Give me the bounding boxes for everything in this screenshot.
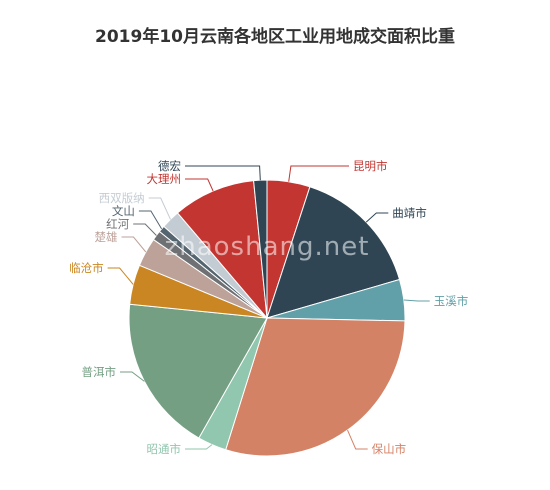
watermark-text: zhaoshang.net	[165, 232, 370, 262]
leader-line-12	[185, 178, 214, 192]
slice-label-5: 昭通市	[147, 442, 182, 456]
slice-4[interactable]	[225, 317, 406, 457]
leader-line-2	[365, 212, 389, 223]
slice-label-12: 大理州	[147, 172, 182, 186]
leader-line-8	[121, 236, 147, 253]
leader-line-7	[107, 267, 134, 285]
leader-line-4	[347, 429, 368, 450]
chart-title: 2019年10月云南各地区工业用地成交面积比重	[95, 27, 455, 47]
slice-label-9: 红河	[106, 217, 129, 231]
leader-line-6	[120, 371, 145, 382]
leader-line-1	[288, 165, 349, 182]
slice-label-4: 保山市	[372, 442, 407, 456]
slice-label-7: 临沧市	[69, 261, 104, 275]
slice-6[interactable]	[128, 303, 268, 439]
slice-label-13: 德宏	[158, 159, 181, 173]
leader-line-11	[148, 197, 171, 220]
slice-label-3: 玉溪市	[434, 294, 469, 308]
slice-label-11: 西双版纳	[99, 191, 145, 205]
leader-line-5	[185, 444, 213, 450]
slice-12[interactable]	[176, 180, 268, 320]
slice-label-2: 曲靖市	[392, 206, 427, 220]
slice-label-6: 普洱市	[81, 365, 116, 379]
leader-line-9	[133, 223, 157, 236]
leader-line-10	[138, 210, 163, 230]
leader-line-13	[185, 165, 261, 181]
slice-label-8: 楚雄	[94, 230, 117, 244]
slice-label-10: 文山	[112, 204, 135, 218]
slice-label-1: 昆明市	[353, 159, 388, 173]
leader-line-3	[403, 299, 430, 302]
